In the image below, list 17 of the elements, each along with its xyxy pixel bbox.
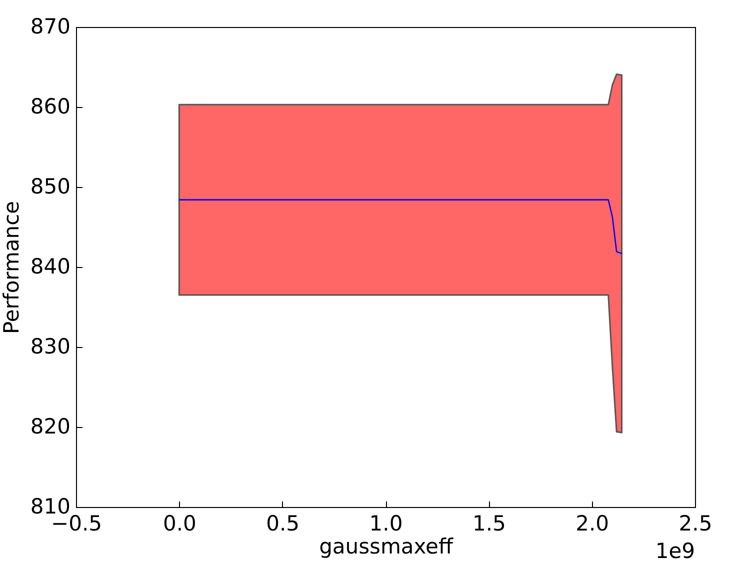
x-axis-title: gaussmaxeff	[319, 534, 454, 558]
y-tick-label: 810	[30, 494, 70, 518]
y-tick-label: 870	[30, 14, 70, 38]
y-tick-label: 850	[30, 174, 70, 198]
x-tick-label: 1.0	[369, 512, 403, 536]
x-tick-label: 2.0	[576, 512, 610, 536]
y-tick-label: 820	[30, 414, 70, 438]
x-tick-label: 0.5	[266, 512, 300, 536]
x-tick-label: 1.5	[472, 512, 506, 536]
line-series	[178, 199, 622, 254]
y-axis-title: Performance	[0, 200, 24, 334]
y-tick-label: 840	[30, 254, 70, 278]
y-tick-label: 860	[30, 94, 70, 118]
x-tick-label: 2.5	[678, 512, 712, 536]
text: 1e9	[655, 539, 695, 563]
y-tick-label: 830	[30, 334, 70, 358]
x-tick-label: 0.0	[162, 512, 196, 536]
